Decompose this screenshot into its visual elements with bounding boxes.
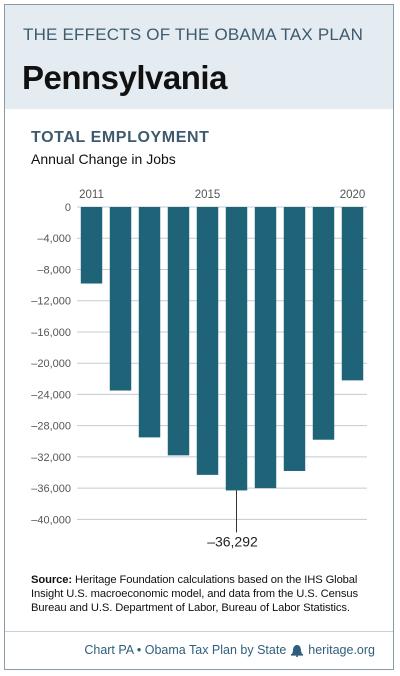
- footer-rule: [5, 631, 393, 632]
- bar-2019: [312, 207, 335, 440]
- y-axis-ticks: 0 –4,000 –8,000 –12,000 –16,000 –20,000 –24,00…: [31, 202, 71, 526]
- bar-2020: [341, 207, 364, 381]
- state-title: Pennsylvania: [22, 59, 227, 96]
- credit-text: Chart PA • Obama Tax Plan by State: [84, 643, 287, 657]
- x-tick-label: 2015: [195, 189, 221, 201]
- bars: [80, 207, 364, 491]
- y-tick-label: –4,000: [37, 233, 71, 245]
- y-tick-label: –8,000: [37, 264, 71, 276]
- footer-credit: Chart PA • Obama Tax Plan by State herit…: [84, 643, 375, 657]
- y-tick-label: –32,000: [31, 452, 71, 464]
- bar-2012: [109, 207, 132, 391]
- y-tick-label: 0: [65, 202, 71, 214]
- source-label: Source:: [31, 574, 72, 586]
- y-tick-label: –24,000: [31, 389, 71, 401]
- source-text: Heritage Foundation calculations based o…: [31, 574, 358, 614]
- bar-chart: 0 –4,000 –8,000 –12,000 –16,000 –20,000 –24,00…: [31, 189, 367, 549]
- y-tick-label: –36,000: [31, 483, 71, 495]
- chart-title: TOTAL EMPLOYMENT: [31, 129, 210, 146]
- bar-2018: [283, 207, 306, 471]
- chart-subtitle: Annual Change in Jobs: [31, 151, 176, 167]
- bar-2013: [138, 207, 161, 438]
- y-tick-label: –12,000: [31, 296, 71, 308]
- liberty-bell-icon: [291, 644, 304, 657]
- chart-card: THE EFFECTS OF THE OBAMA TAX PLAN Pennsy…: [4, 4, 394, 670]
- header-band: THE EFFECTS OF THE OBAMA TAX PLAN Pennsy…: [5, 5, 393, 109]
- x-axis-ticks: 2011 2015 2020: [79, 189, 365, 201]
- bar-2014: [167, 207, 190, 456]
- bar-2015: [196, 207, 219, 475]
- annotation: –36,292: [207, 490, 258, 549]
- annotation-label: –36,292: [207, 533, 258, 549]
- y-tick-label: –40,000: [31, 514, 71, 526]
- site-link[interactable]: heritage.org: [308, 643, 375, 657]
- y-tick-label: –16,000: [31, 327, 71, 339]
- bar-2011: [80, 207, 103, 284]
- y-tick-label: –28,000: [31, 421, 71, 433]
- x-tick-label: 2020: [340, 189, 366, 201]
- y-tick-label: –20,000: [31, 358, 71, 370]
- bar-2017: [254, 207, 277, 489]
- x-tick-label: 2011: [79, 189, 104, 201]
- source-note: Source: Heritage Foundation calculations…: [31, 573, 381, 615]
- bar-2016: [225, 207, 248, 491]
- series-kicker: THE EFFECTS OF THE OBAMA TAX PLAN: [23, 25, 364, 44]
